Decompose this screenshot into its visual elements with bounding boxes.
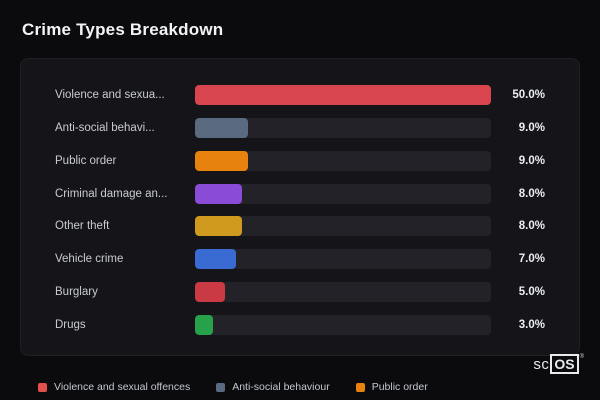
value-label: 50.0% (512, 89, 545, 101)
category-label: Violence and sexua... (55, 89, 165, 101)
legend-item-anti-social[interactable]: Anti-social behaviour (216, 381, 330, 393)
bar-other-theft[interactable] (195, 216, 243, 237)
bar-burglary[interactable] (195, 282, 225, 303)
legend-label: Public order (371, 381, 428, 393)
value-label: 9.0% (518, 121, 545, 134)
chart-panel: Violence and sexua... 50.0% Anti-social … (20, 58, 580, 356)
category-label: Vehicle crime (55, 253, 124, 266)
chart-legend: Violence and sexual offences Anti-social… (38, 378, 590, 396)
legend-item-violence[interactable]: Violence and sexual offences (38, 381, 190, 393)
bar-track (195, 85, 491, 105)
legend-swatch-icon (355, 382, 365, 392)
legend-swatch-icon (38, 382, 47, 392)
registered-mark-icon: ® (579, 354, 584, 360)
bar-track (195, 150, 491, 171)
brand-boxed-text: OS (550, 354, 579, 374)
bar-track (195, 249, 491, 270)
bar-track (195, 314, 491, 335)
value-label: 8.0% (518, 187, 545, 200)
chart-row: Vehicle crime 7.0% (55, 247, 545, 271)
category-label: Criminal damage an... (55, 187, 168, 200)
value-label: 9.0% (518, 154, 545, 167)
page-title: Crime Types Breakdown (22, 20, 224, 39)
chart-row: Other theft 8.0% (55, 214, 545, 238)
category-label: Drugs (55, 318, 86, 331)
category-label: Other theft (55, 220, 110, 233)
scos-logo: sc OS ® (533, 354, 584, 374)
bar-track (195, 282, 491, 303)
bar-vehicle-crime[interactable] (195, 249, 237, 270)
brand-prefix: sc (533, 356, 550, 373)
bar-drugs[interactable] (195, 314, 213, 335)
value-label: 8.0% (518, 220, 545, 233)
legend-swatch-icon (216, 382, 226, 392)
bar-violence[interactable] (195, 85, 491, 105)
legend-item-public-order[interactable]: Public order (355, 381, 428, 393)
bar-public-order[interactable] (195, 150, 249, 171)
chart-row: Burglary 5.0% (55, 280, 545, 304)
bar-track (195, 183, 491, 204)
category-label: Anti-social behavi... (55, 121, 155, 134)
value-label: 3.0% (518, 318, 545, 331)
chart-row: Public order 9.0% (55, 149, 545, 173)
value-label: 7.0% (518, 253, 545, 266)
chart-row: Anti-social behavi... 9.0% (55, 116, 545, 140)
bar-criminal-damage[interactable] (195, 183, 243, 204)
chart-row: Criminal damage an... 8.0% (55, 182, 545, 206)
chart-row: Drugs 3.0% (55, 313, 545, 337)
chart-row: Violence and sexua... 50.0% (55, 83, 545, 107)
bar-track (195, 117, 491, 138)
bar-anti-social[interactable] (195, 117, 249, 138)
legend-label: Anti-social behaviour (232, 381, 330, 393)
bar-track (195, 216, 491, 237)
category-label: Burglary (55, 286, 98, 299)
category-label: Public order (55, 154, 117, 167)
legend-label: Violence and sexual offences (54, 381, 191, 393)
value-label: 5.0% (518, 286, 545, 299)
